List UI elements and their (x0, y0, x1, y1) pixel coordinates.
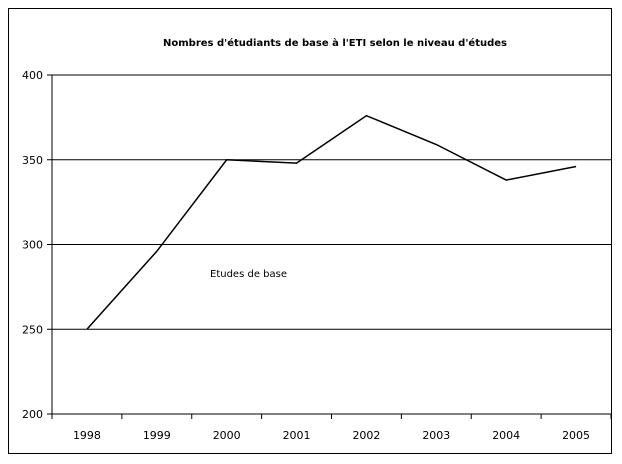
y-tick-label-200: 200 (22, 408, 43, 421)
x-tick-label-2001: 2001 (283, 429, 311, 442)
x-tick-label-2004: 2004 (492, 429, 520, 442)
x-tick-label-2000: 2000 (213, 429, 241, 442)
y-tick-label-350: 350 (22, 154, 43, 167)
y-tick-labels: 200 250 300 350 400 (22, 69, 43, 421)
series-group (86, 114, 577, 330)
x-tick-label-1998: 1998 (73, 429, 101, 442)
chart-title: Nombres d'étudiants de base à l'ETI selo… (163, 37, 507, 49)
x-tick-label-2002: 2002 (352, 429, 380, 442)
x-tick-labels: 1998 1999 2000 2001 2002 2003 2004 2005 (73, 429, 590, 442)
x-tick-label-2005: 2005 (562, 429, 590, 442)
axes (47, 74, 612, 419)
x-tick-label-1999: 1999 (143, 429, 171, 442)
chart-frame (8, 8, 612, 454)
x-tick-label-2003: 2003 (422, 429, 450, 442)
y-tick-label-300: 300 (22, 239, 43, 252)
series-annotation: Etudes de base (210, 269, 287, 280)
gridlines (52, 74, 611, 330)
y-tick-label-400: 400 (22, 69, 43, 82)
series-line-0 (86, 114, 577, 330)
y-tick-label-250: 250 (22, 323, 43, 336)
